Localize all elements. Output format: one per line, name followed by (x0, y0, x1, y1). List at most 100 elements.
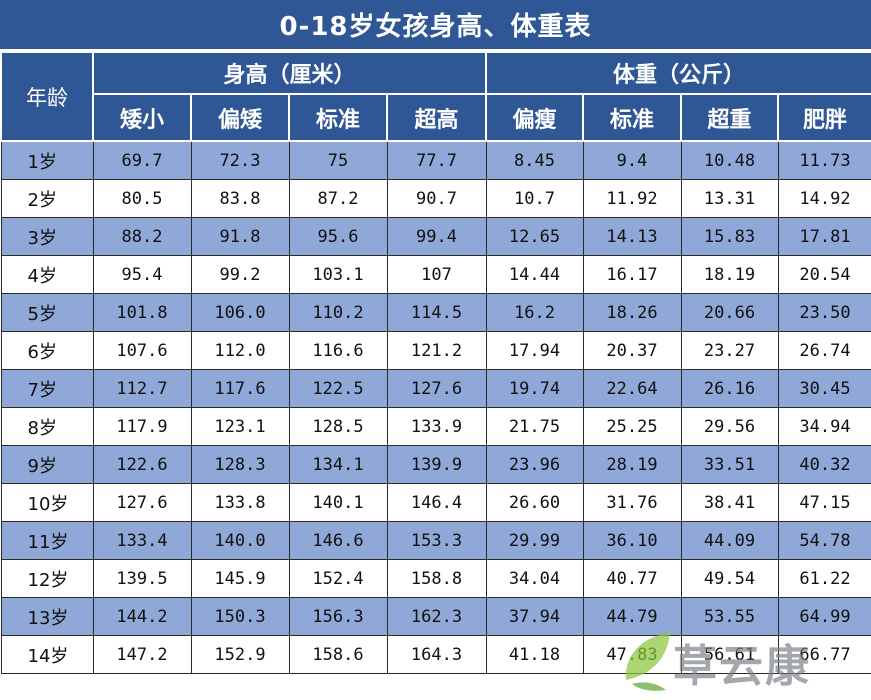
height-cell: 99.4 (386, 217, 487, 256)
height-cell: 75 (288, 140, 388, 180)
table-row: 3岁 88.2 91.8 95.6 99.4 12.65 14.13 15.83 17.81 (0, 217, 871, 256)
weight-cell: 14.92 (777, 179, 871, 218)
height-cell: 107.6 (92, 331, 192, 370)
table-row: 10岁 127.6 133.8 140.1 146.4 26.60 31.76 38.41 47… (0, 483, 871, 522)
weight-cell: 34.94 (777, 407, 871, 446)
height-cell: 72.3 (190, 140, 290, 180)
weight-cell: 8.45 (485, 140, 584, 180)
height-cell: 77.7 (386, 140, 487, 180)
weight-col-header: 偏瘦 (485, 93, 585, 142)
height-cell: 112.0 (190, 331, 290, 370)
height-cell: 133.9 (386, 407, 487, 446)
weight-cell: 9.4 (582, 140, 682, 180)
height-group-header: 身高（厘米） (91, 51, 488, 95)
table-row: 6岁 107.6 112.0 116.6 121.2 17.94 20.37 23.27 26.… (0, 331, 871, 370)
age-cell: 6岁 (0, 331, 94, 370)
weight-cell: 16.17 (582, 255, 682, 294)
height-cell: 121.2 (386, 331, 487, 370)
age-cell: 8岁 (0, 407, 94, 446)
height-cell: 158.6 (288, 635, 388, 674)
height-col-header: 超高 (385, 93, 488, 142)
weight-cell: 26.74 (777, 331, 871, 370)
height-cell: 152.4 (288, 559, 388, 598)
height-cell: 123.1 (190, 407, 290, 446)
weight-cell: 30.45 (777, 369, 871, 408)
weight-col-header: 肥胖 (777, 93, 871, 142)
height-cell: 103.1 (288, 255, 388, 294)
weight-cell: 54.78 (777, 521, 871, 560)
height-col-header: 矮小 (92, 93, 192, 142)
weight-cell: 41.18 (485, 635, 584, 674)
height-cell: 127.6 (386, 369, 487, 408)
table-title: 0-18岁女孩身高、体重表 (0, 0, 871, 51)
height-cell: 147.2 (92, 635, 192, 674)
table-row: 9岁 122.6 128.3 134.1 139.9 23.96 28.19 33.51 40.… (0, 445, 871, 484)
age-cell: 1岁 (0, 140, 94, 180)
height-cell: 153.3 (386, 521, 487, 560)
table-row: 2岁 80.5 83.8 87.2 90.7 10.7 11.92 13.31 14.92 (0, 179, 871, 218)
age-cell: 10岁 (0, 483, 94, 522)
weight-cell: 31.76 (582, 483, 682, 522)
table-row: 5岁 101.8 106.0 110.2 114.5 16.2 18.26 20.66 23.5… (0, 293, 871, 332)
weight-cell: 18.19 (680, 255, 779, 294)
height-cell: 101.8 (92, 293, 192, 332)
height-cell: 150.3 (190, 597, 290, 636)
weight-cell: 49.54 (680, 559, 779, 598)
weight-cell: 19.74 (485, 369, 584, 408)
height-cell: 99.2 (190, 255, 290, 294)
weight-cell: 16.2 (485, 293, 584, 332)
table-row: 14岁 147.2 152.9 158.6 164.3 41.18 47.83 56.61 66… (0, 635, 871, 674)
weight-cell: 44.79 (582, 597, 682, 636)
height-cell: 164.3 (386, 635, 487, 674)
height-cell: 114.5 (386, 293, 487, 332)
weight-cell: 18.26 (582, 293, 682, 332)
age-cell: 13岁 (0, 597, 94, 636)
weight-cell: 10.48 (680, 140, 779, 180)
height-cell: 116.6 (288, 331, 388, 370)
height-cell: 107 (386, 255, 487, 294)
weight-cell: 47.83 (582, 635, 682, 674)
weight-cell: 11.73 (777, 140, 871, 180)
table-row: 13岁 144.2 150.3 156.3 162.3 37.94 44.79 53.55 64… (0, 597, 871, 636)
height-cell: 88.2 (92, 217, 192, 256)
weight-cell: 34.04 (485, 559, 584, 598)
weight-cell: 47.15 (777, 483, 871, 522)
table-row: 12岁 139.5 145.9 152.4 158.8 34.04 40.77 49.54 61… (0, 559, 871, 598)
weight-col-header: 标准 (582, 93, 683, 142)
height-cell: 91.8 (190, 217, 290, 256)
age-cell: 5岁 (0, 293, 94, 332)
weight-cell: 53.55 (680, 597, 779, 636)
weight-cell: 36.10 (582, 521, 682, 560)
weight-cell: 21.75 (485, 407, 584, 446)
height-cell: 87.2 (288, 179, 388, 218)
height-cell: 80.5 (92, 179, 192, 218)
weight-cell: 23.27 (680, 331, 779, 370)
height-cell: 117.9 (92, 407, 192, 446)
weight-cell: 26.16 (680, 369, 779, 408)
height-cell: 95.6 (288, 217, 388, 256)
height-cell: 139.9 (386, 445, 487, 484)
weight-cell: 28.19 (582, 445, 682, 484)
age-header: 年龄 (0, 51, 94, 142)
age-cell: 11岁 (0, 521, 94, 560)
weight-cell: 23.50 (777, 293, 871, 332)
height-cell: 106.0 (190, 293, 290, 332)
table-header: 年龄 身高（厘米） 体重（公斤） 矮小 偏矮 标准 超高 偏瘦 标准 超重 肥胖 (0, 51, 871, 142)
weight-cell: 13.31 (680, 179, 779, 218)
weight-cell: 17.81 (777, 217, 871, 256)
age-cell: 7岁 (0, 369, 94, 408)
weight-cell: 66.77 (777, 635, 871, 674)
age-cell: 14岁 (0, 635, 94, 674)
weight-cell: 44.09 (680, 521, 779, 560)
height-cell: 128.5 (288, 407, 388, 446)
weight-cell: 12.65 (485, 217, 584, 256)
weight-cell: 25.25 (582, 407, 682, 446)
height-cell: 110.2 (288, 293, 388, 332)
table-row: 8岁 117.9 123.1 128.5 133.9 21.75 25.25 29.56 34.… (0, 407, 871, 446)
height-cell: 134.1 (288, 445, 388, 484)
growth-table: 年龄 身高（厘米） 体重（公斤） 矮小 偏矮 标准 超高 偏瘦 标准 超重 肥胖… (0, 51, 871, 674)
weight-cell: 22.64 (582, 369, 682, 408)
weight-col-header: 超重 (680, 93, 780, 142)
height-cell: 133.8 (190, 483, 290, 522)
weight-cell: 14.13 (582, 217, 682, 256)
